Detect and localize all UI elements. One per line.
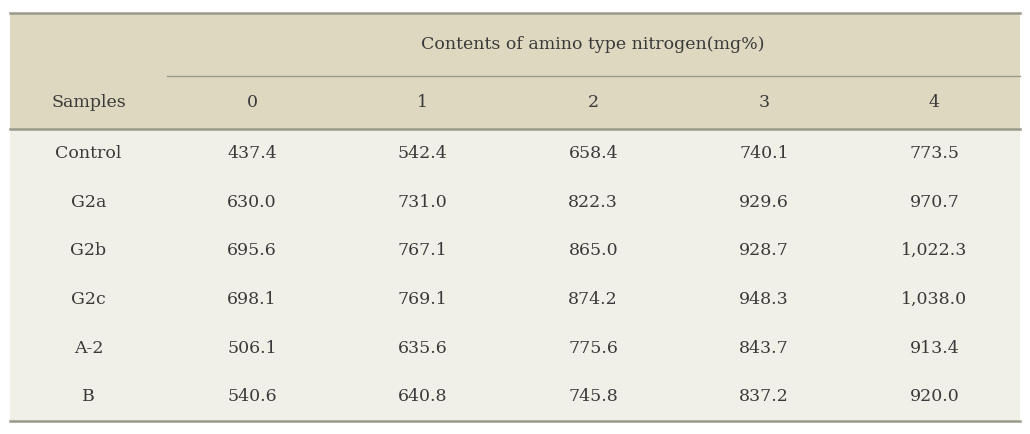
Text: 506.1: 506.1	[228, 339, 277, 357]
Text: 658.4: 658.4	[569, 145, 618, 162]
Text: B: B	[82, 388, 95, 405]
Text: 874.2: 874.2	[569, 291, 618, 308]
Text: 767.1: 767.1	[398, 242, 447, 260]
Text: G2b: G2b	[70, 242, 106, 260]
Text: 630.0: 630.0	[228, 194, 277, 211]
Text: Control: Control	[56, 145, 122, 162]
Text: 837.2: 837.2	[739, 388, 789, 405]
Text: 929.6: 929.6	[739, 194, 789, 211]
Text: G2c: G2c	[71, 291, 106, 308]
Text: 843.7: 843.7	[739, 339, 789, 357]
Text: 928.7: 928.7	[739, 242, 789, 260]
Text: 731.0: 731.0	[398, 194, 447, 211]
Text: 1: 1	[417, 94, 428, 111]
Text: 920.0: 920.0	[909, 388, 959, 405]
Text: 437.4: 437.4	[228, 145, 277, 162]
Bar	[10, 129, 1020, 421]
Text: 1,038.0: 1,038.0	[901, 291, 967, 308]
Text: Samples: Samples	[52, 94, 126, 111]
Text: 822.3: 822.3	[569, 194, 618, 211]
Text: 698.1: 698.1	[228, 291, 277, 308]
Text: 695.6: 695.6	[228, 242, 277, 260]
Text: 2: 2	[588, 94, 598, 111]
Text: 970.7: 970.7	[909, 194, 959, 211]
Text: 773.5: 773.5	[909, 145, 959, 162]
Text: 0: 0	[246, 94, 258, 111]
Text: G2a: G2a	[71, 194, 106, 211]
Text: 745.8: 745.8	[569, 388, 618, 405]
Text: 865.0: 865.0	[569, 242, 618, 260]
Text: 913.4: 913.4	[909, 339, 959, 357]
Text: A-2: A-2	[74, 339, 103, 357]
Text: 4: 4	[929, 94, 940, 111]
Text: Contents of amino type nitrogen(mg%): Contents of amino type nitrogen(mg%)	[421, 36, 765, 53]
Text: 3: 3	[758, 94, 769, 111]
Text: 540.6: 540.6	[228, 388, 277, 405]
Text: 948.3: 948.3	[739, 291, 789, 308]
Text: 542.4: 542.4	[398, 145, 447, 162]
Text: 1,022.3: 1,022.3	[901, 242, 967, 260]
Text: 635.6: 635.6	[398, 339, 447, 357]
Text: 775.6: 775.6	[569, 339, 618, 357]
Bar	[10, 13, 1020, 129]
Text: 640.8: 640.8	[398, 388, 447, 405]
Text: 769.1: 769.1	[398, 291, 447, 308]
Text: 740.1: 740.1	[739, 145, 789, 162]
